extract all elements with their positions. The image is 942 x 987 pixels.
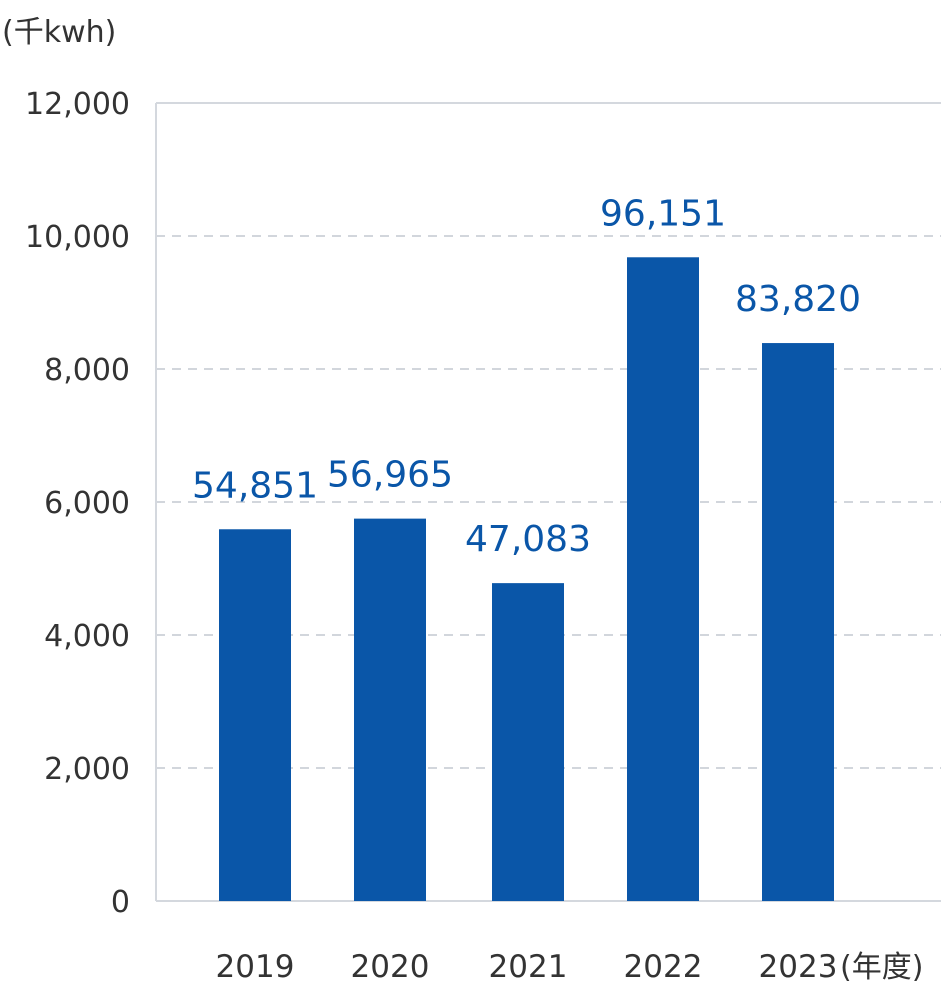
x-tick-labels: 2019 2020 2021 2022 2023 (年度) bbox=[216, 949, 924, 985]
x-axis-unit-label: (年度) bbox=[840, 950, 923, 985]
data-label: 54,851 bbox=[192, 465, 318, 506]
y-tick-label: 12,000 bbox=[25, 87, 130, 122]
bar bbox=[627, 257, 699, 901]
data-labels: 54,851 56,965 47,083 96,151 83,820 bbox=[192, 193, 861, 560]
data-label: 96,151 bbox=[600, 193, 726, 234]
x-tick-label: 2019 bbox=[216, 949, 295, 985]
bar bbox=[762, 343, 834, 901]
y-tick-label: 2,000 bbox=[44, 752, 130, 787]
bar bbox=[219, 529, 291, 901]
y-tick-label: 4,000 bbox=[44, 619, 130, 654]
y-tick-label: 0 bbox=[111, 885, 130, 920]
bars bbox=[219, 257, 834, 901]
y-tick-label: 8,000 bbox=[44, 353, 130, 388]
y-axis-unit-label: (千kwh) bbox=[2, 15, 116, 50]
x-tick-label: 2020 bbox=[351, 949, 430, 985]
data-label: 56,965 bbox=[327, 455, 453, 496]
y-tick-labels: 0 2,000 4,000 6,000 8,000 10,000 12,000 bbox=[25, 87, 130, 920]
x-tick-label: 2023 bbox=[759, 949, 838, 985]
y-tick-label: 6,000 bbox=[44, 486, 130, 521]
x-tick-label: 2022 bbox=[624, 949, 703, 985]
bar bbox=[354, 518, 426, 901]
bar bbox=[492, 583, 564, 901]
data-label: 47,083 bbox=[465, 519, 591, 560]
y-tick-label: 10,000 bbox=[25, 220, 130, 255]
data-label: 83,820 bbox=[735, 279, 861, 320]
x-tick-label: 2021 bbox=[489, 949, 568, 985]
